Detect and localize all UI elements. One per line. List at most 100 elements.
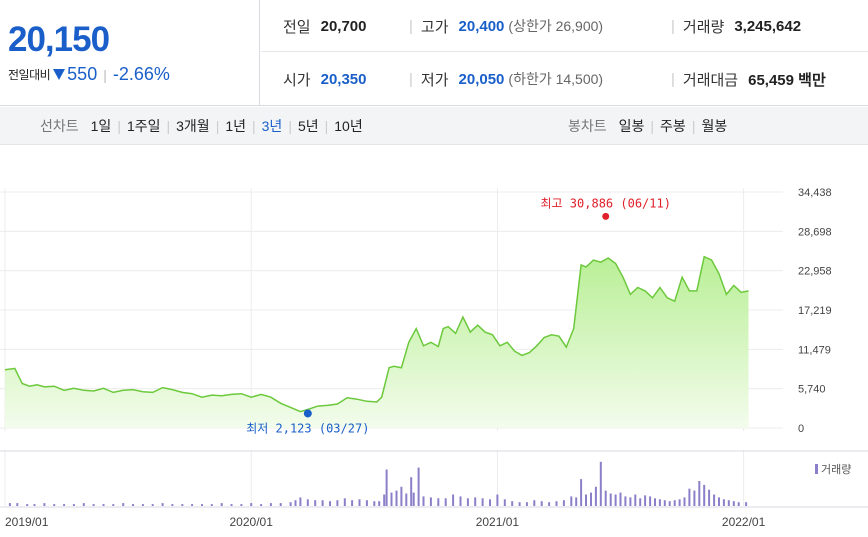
line-chart-label: 선차트: [40, 118, 79, 134]
volume-bar: [410, 477, 413, 506]
candle-weekly-button[interactable]: 주봉: [660, 118, 686, 134]
volume-bar: [329, 501, 331, 506]
period-1y-button[interactable]: 1년: [225, 118, 246, 134]
volume-bar: [181, 504, 184, 506]
volume-bar: [422, 496, 425, 506]
volume-bar: [590, 492, 592, 506]
volume-bar: [548, 502, 551, 506]
divider: |: [650, 118, 655, 134]
period-1d-button[interactable]: 1일: [90, 118, 112, 134]
volume-bar: [383, 494, 386, 506]
divider: |: [117, 118, 121, 134]
x-tick-label: 2020/01: [230, 515, 274, 529]
high-value: 20,400: [458, 17, 505, 35]
volume-bar: [230, 504, 233, 506]
period-3m-button[interactable]: 3개월: [176, 118, 210, 134]
volume-bar: [306, 499, 309, 506]
y-tick-label: 34,438: [798, 187, 832, 199]
volume-bar: [525, 502, 528, 506]
open: 시가 20,350: [283, 53, 367, 105]
x-tick-label: 2021/01: [476, 515, 520, 529]
low-label: 저가: [420, 71, 449, 89]
volume-bar: [649, 496, 652, 506]
volume-bar: [260, 504, 263, 506]
line-chart-periods: 선차트 1일 | 1주일 | 3개월 | 1년 | 3년 | 5년 | 10년: [40, 107, 363, 145]
open-label: 시가: [283, 71, 311, 89]
y-tick-label: 17,219: [798, 305, 832, 317]
volume-label: 거래량: [682, 18, 725, 36]
volume-bar: [210, 504, 213, 506]
volume-bar: [585, 494, 587, 506]
price-chart: 34,438 28,698 22,958 17,219 11,479 5,740 0 201…: [0, 187, 868, 529]
volume-bar: [540, 501, 543, 506]
price-panel: 20,150 전일대비 550 | -2.66%: [0, 0, 260, 106]
volume-bar: [82, 503, 85, 506]
volume-bar: [562, 500, 565, 506]
period-3y-button[interactable]: 3년: [261, 118, 283, 134]
volume-bar: [378, 501, 381, 506]
divider: |: [166, 118, 171, 134]
volume-bar: [713, 494, 716, 506]
volume-bar: [474, 497, 477, 506]
volume-bar: [240, 504, 243, 506]
period-1w-button[interactable]: 1주일: [126, 118, 161, 134]
volume-bar: [417, 467, 420, 506]
y-tick-label: 0: [798, 423, 804, 435]
volume-bar: [151, 504, 154, 506]
candle-monthly-button[interactable]: 월봉: [701, 118, 728, 134]
volume-bar: [289, 502, 292, 506]
volume-bar: [644, 495, 647, 506]
y-tick-label: 5,740: [798, 384, 826, 396]
volume-bar: [604, 490, 607, 506]
x-tick-label: 2022/01: [722, 515, 766, 529]
volume-bar: [629, 497, 632, 506]
upper-limit: (상한가 26,900): [508, 18, 604, 34]
high: | 고가 20,400 (상한가 26,900): [409, 0, 603, 52]
volume-bar: [727, 500, 730, 506]
volume-bar: [580, 479, 583, 506]
volume-bar: [654, 498, 656, 506]
volume-bar: [191, 504, 194, 506]
volume-bar: [33, 504, 36, 506]
volume-bar: [708, 489, 711, 506]
divider: |: [215, 118, 220, 134]
candle-daily-button[interactable]: 일봉: [618, 118, 645, 134]
volume-bar: [732, 501, 735, 506]
volume-bar: [511, 501, 514, 506]
min-point-marker: [303, 409, 312, 418]
quote-row-1: 전일 20,700 | 고가 20,400 (상한가 26,900) | 거래량…: [261, 0, 868, 52]
high-label: 고가: [420, 18, 449, 36]
volume-bar: [122, 503, 125, 506]
quote-row-2: 시가 20,350 | 저가 20,050 (하한가 14,500) | 거래대…: [261, 53, 868, 105]
y-tick-label: 11,479: [798, 344, 831, 356]
low: | 저가 20,050 (하한가 14,500): [409, 53, 603, 105]
volume-bar: [171, 504, 174, 506]
volume-bar: [619, 492, 622, 506]
volume-bar: [92, 504, 95, 506]
volume-bar: [373, 501, 376, 506]
volume-bar: [412, 492, 415, 506]
current-price: 20,150: [8, 20, 110, 59]
volume-grid: [0, 450, 868, 508]
quote-header: 20,150 전일대비 550 | -2.66% 전일 20,700 | 고가 …: [0, 0, 868, 106]
volume-bar: [314, 500, 317, 506]
volume-bar: [594, 486, 597, 506]
volume-bar: [63, 504, 66, 506]
volume-bar: [668, 501, 671, 506]
volume-bar: [385, 469, 388, 506]
open-value: 20,350: [320, 70, 367, 88]
volume-bar: [365, 500, 368, 506]
volume-bar: [112, 504, 115, 506]
change-percent: -2.66%: [112, 64, 170, 84]
volume-bar: [658, 499, 661, 506]
volume-bar: [395, 490, 398, 506]
period-10y-button[interactable]: 10년: [334, 118, 363, 134]
period-5y-button[interactable]: 5년: [297, 118, 319, 134]
volume-bar: [400, 486, 403, 506]
divider: |: [252, 118, 256, 134]
divider: |: [288, 118, 292, 134]
price-area: [5, 256, 749, 428]
volume-bar: [390, 492, 393, 506]
x-axis-ticks: 2019/01 2020/01 2021/01 2022/01: [5, 515, 766, 529]
volume-bar: [503, 499, 506, 506]
